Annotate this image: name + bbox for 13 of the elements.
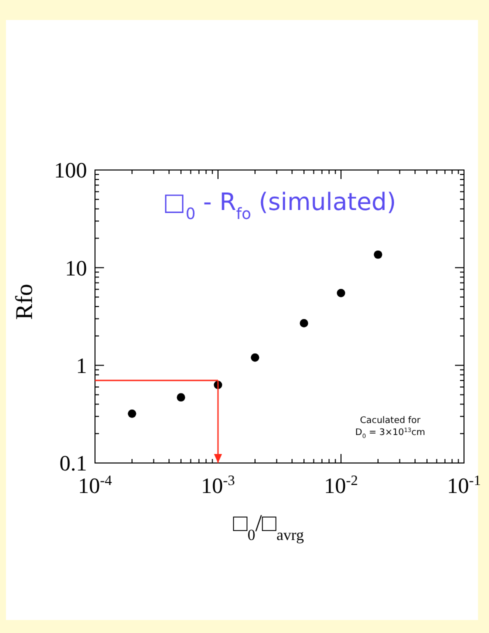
y-tick-label: 100 [54,158,87,183]
y-tick-label: 10 [65,255,87,280]
text: □$_{0}$ - R$_{fo}$ (simulated) [162,188,396,223]
annotation: D$_{0}$ = 3×10$^{13}$cm [355,427,426,440]
x-tick-label: 10$^{-1}$ [447,473,481,498]
y-tick-label: 1 [76,353,87,378]
y-tick-label: 0.1 [60,450,87,476]
x-axis-title: □$_{0}$/□$_{avrg}$ [232,511,304,544]
annotation: Caculated for [360,416,421,426]
x-tick-label: 10$^{-2}$ [324,473,358,498]
y-axis-title: Rfo [12,284,38,320]
x-tick-label: 10$^{-4}$ [78,473,112,498]
x-tick-label: 10$^{-3}$ [201,473,235,498]
